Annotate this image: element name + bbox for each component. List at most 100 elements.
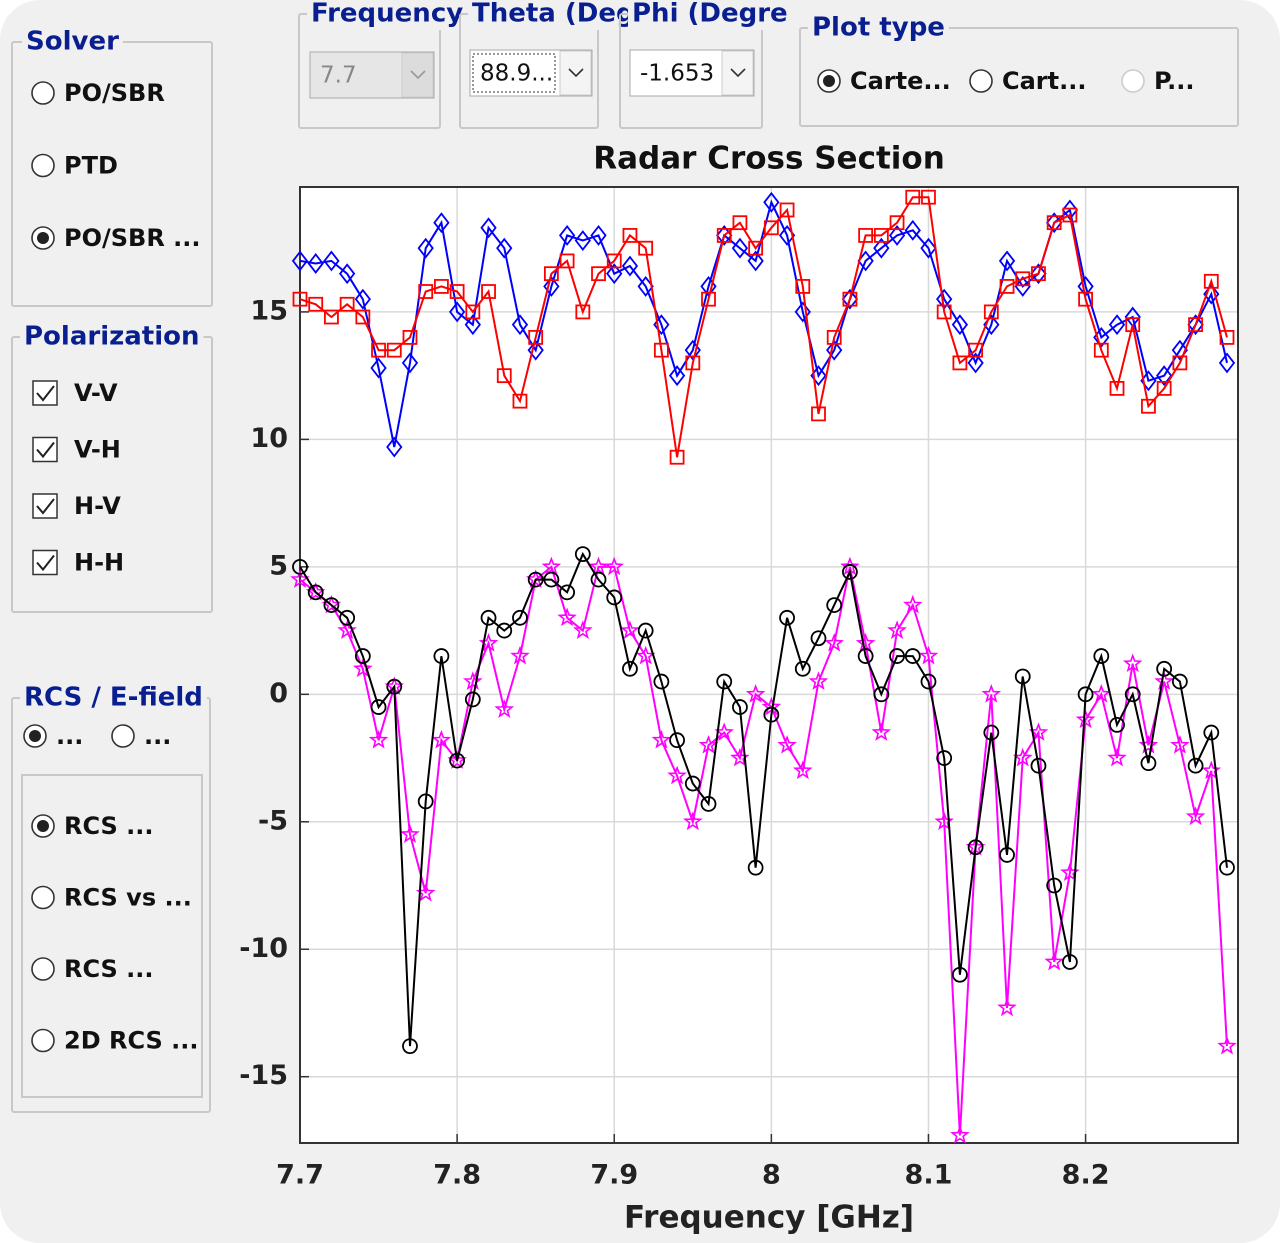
radio-button[interactable] [31,81,55,105]
data-point [888,224,906,246]
data-point [842,291,858,307]
data-point [1093,342,1109,358]
data-point [653,673,670,690]
checkbox-check [36,498,55,515]
data-point [1078,291,1093,307]
data-point [795,279,811,294]
plot-frame [299,186,1239,1144]
data-point [967,839,984,856]
group-title-bg [20,321,204,353]
dropdown-arrow-box [559,50,592,96]
data-point [1030,757,1047,774]
data-point [936,750,953,766]
data-point [1156,365,1173,387]
data-point [355,309,371,325]
data-point [779,609,795,626]
radio-button[interactable] [31,957,55,981]
radio-button[interactable] [31,153,55,178]
data-point [1046,877,1063,894]
data-point [512,609,528,626]
data-point [1014,275,1031,297]
dropdown-value: -1.653 [640,61,714,87]
data-point [667,765,687,785]
data-point [638,240,654,256]
data-point [1219,330,1235,345]
radio-button[interactable] [31,885,55,910]
y-tick-label: -5 [258,805,288,836]
data-point [889,215,905,231]
data-point [858,228,874,243]
data-point [527,339,544,361]
checkbox-label[interactable]: V-V [74,379,118,407]
data-point [779,202,795,218]
radio-label[interactable]: ... [144,722,171,750]
data-point [1061,954,1078,970]
data-point [449,284,465,299]
radio-label[interactable]: Cart... [1002,67,1086,95]
data-point [433,648,450,664]
data-point [386,678,403,695]
data-point [401,352,419,374]
data-point [842,564,858,580]
data-point [402,330,418,345]
data-point [337,620,357,639]
radio-label[interactable]: PO/SBR [64,79,165,107]
data-point [431,729,452,749]
dropdown-arrow [410,70,426,80]
radio-label[interactable]: RCS vs ... [64,884,192,912]
radio-button[interactable] [969,69,993,93]
radio-button[interactable] [111,724,135,748]
data-point [1201,760,1222,780]
radio-label[interactable]: ... [56,722,83,750]
radio-button[interactable] [31,1028,55,1053]
group-title: Plot type [812,13,945,43]
data-point [745,683,766,703]
data-point [1125,317,1141,333]
radio-label[interactable]: PO/SBR ... [64,224,201,252]
plot-area [300,187,1238,1143]
group-title-bg [22,26,123,58]
checkbox-label[interactable]: H-H [74,549,124,577]
dropdown-arrow [568,68,584,78]
data-point [368,729,389,749]
data-point [920,673,937,690]
data-point [481,284,496,299]
group-title: Polarization [24,322,200,352]
radio-label[interactable]: PTD [64,152,118,180]
checkbox[interactable] [32,549,58,576]
data-point [574,230,591,252]
data-point [1109,717,1125,733]
radio-label[interactable]: RCS ... [64,955,154,983]
data-point [810,630,827,647]
y-tick-label: 5 [269,550,288,581]
data-point [557,607,577,627]
radio-label[interactable]: 2D RCS ... [64,1027,199,1055]
data-point [323,597,340,613]
data-point [528,330,544,345]
radio-label[interactable]: RCS ... [64,812,154,840]
checkbox[interactable] [32,380,58,406]
data-point [511,314,529,336]
data-point [543,275,560,297]
data-point [620,620,640,640]
radio-label[interactable]: Carte... [850,67,951,95]
data-point [433,212,450,234]
checkbox-label[interactable]: V-H [74,436,121,464]
group-title: RCS / E-field [24,683,203,713]
data-point [1122,653,1143,673]
checkbox[interactable] [32,436,58,463]
group-title: Theta (Deg [472,0,635,29]
data-point [683,811,703,831]
data-point [716,228,732,243]
data-point [635,645,656,665]
data-point [841,288,859,310]
data-point [402,1038,418,1055]
y-tick-label: -15 [239,1060,288,1091]
data-point [622,660,638,677]
checkbox-label[interactable]: H-V [74,492,121,520]
data-point [826,597,843,613]
checkbox[interactable] [32,493,58,519]
data-point [400,824,420,843]
data-point [463,671,483,690]
